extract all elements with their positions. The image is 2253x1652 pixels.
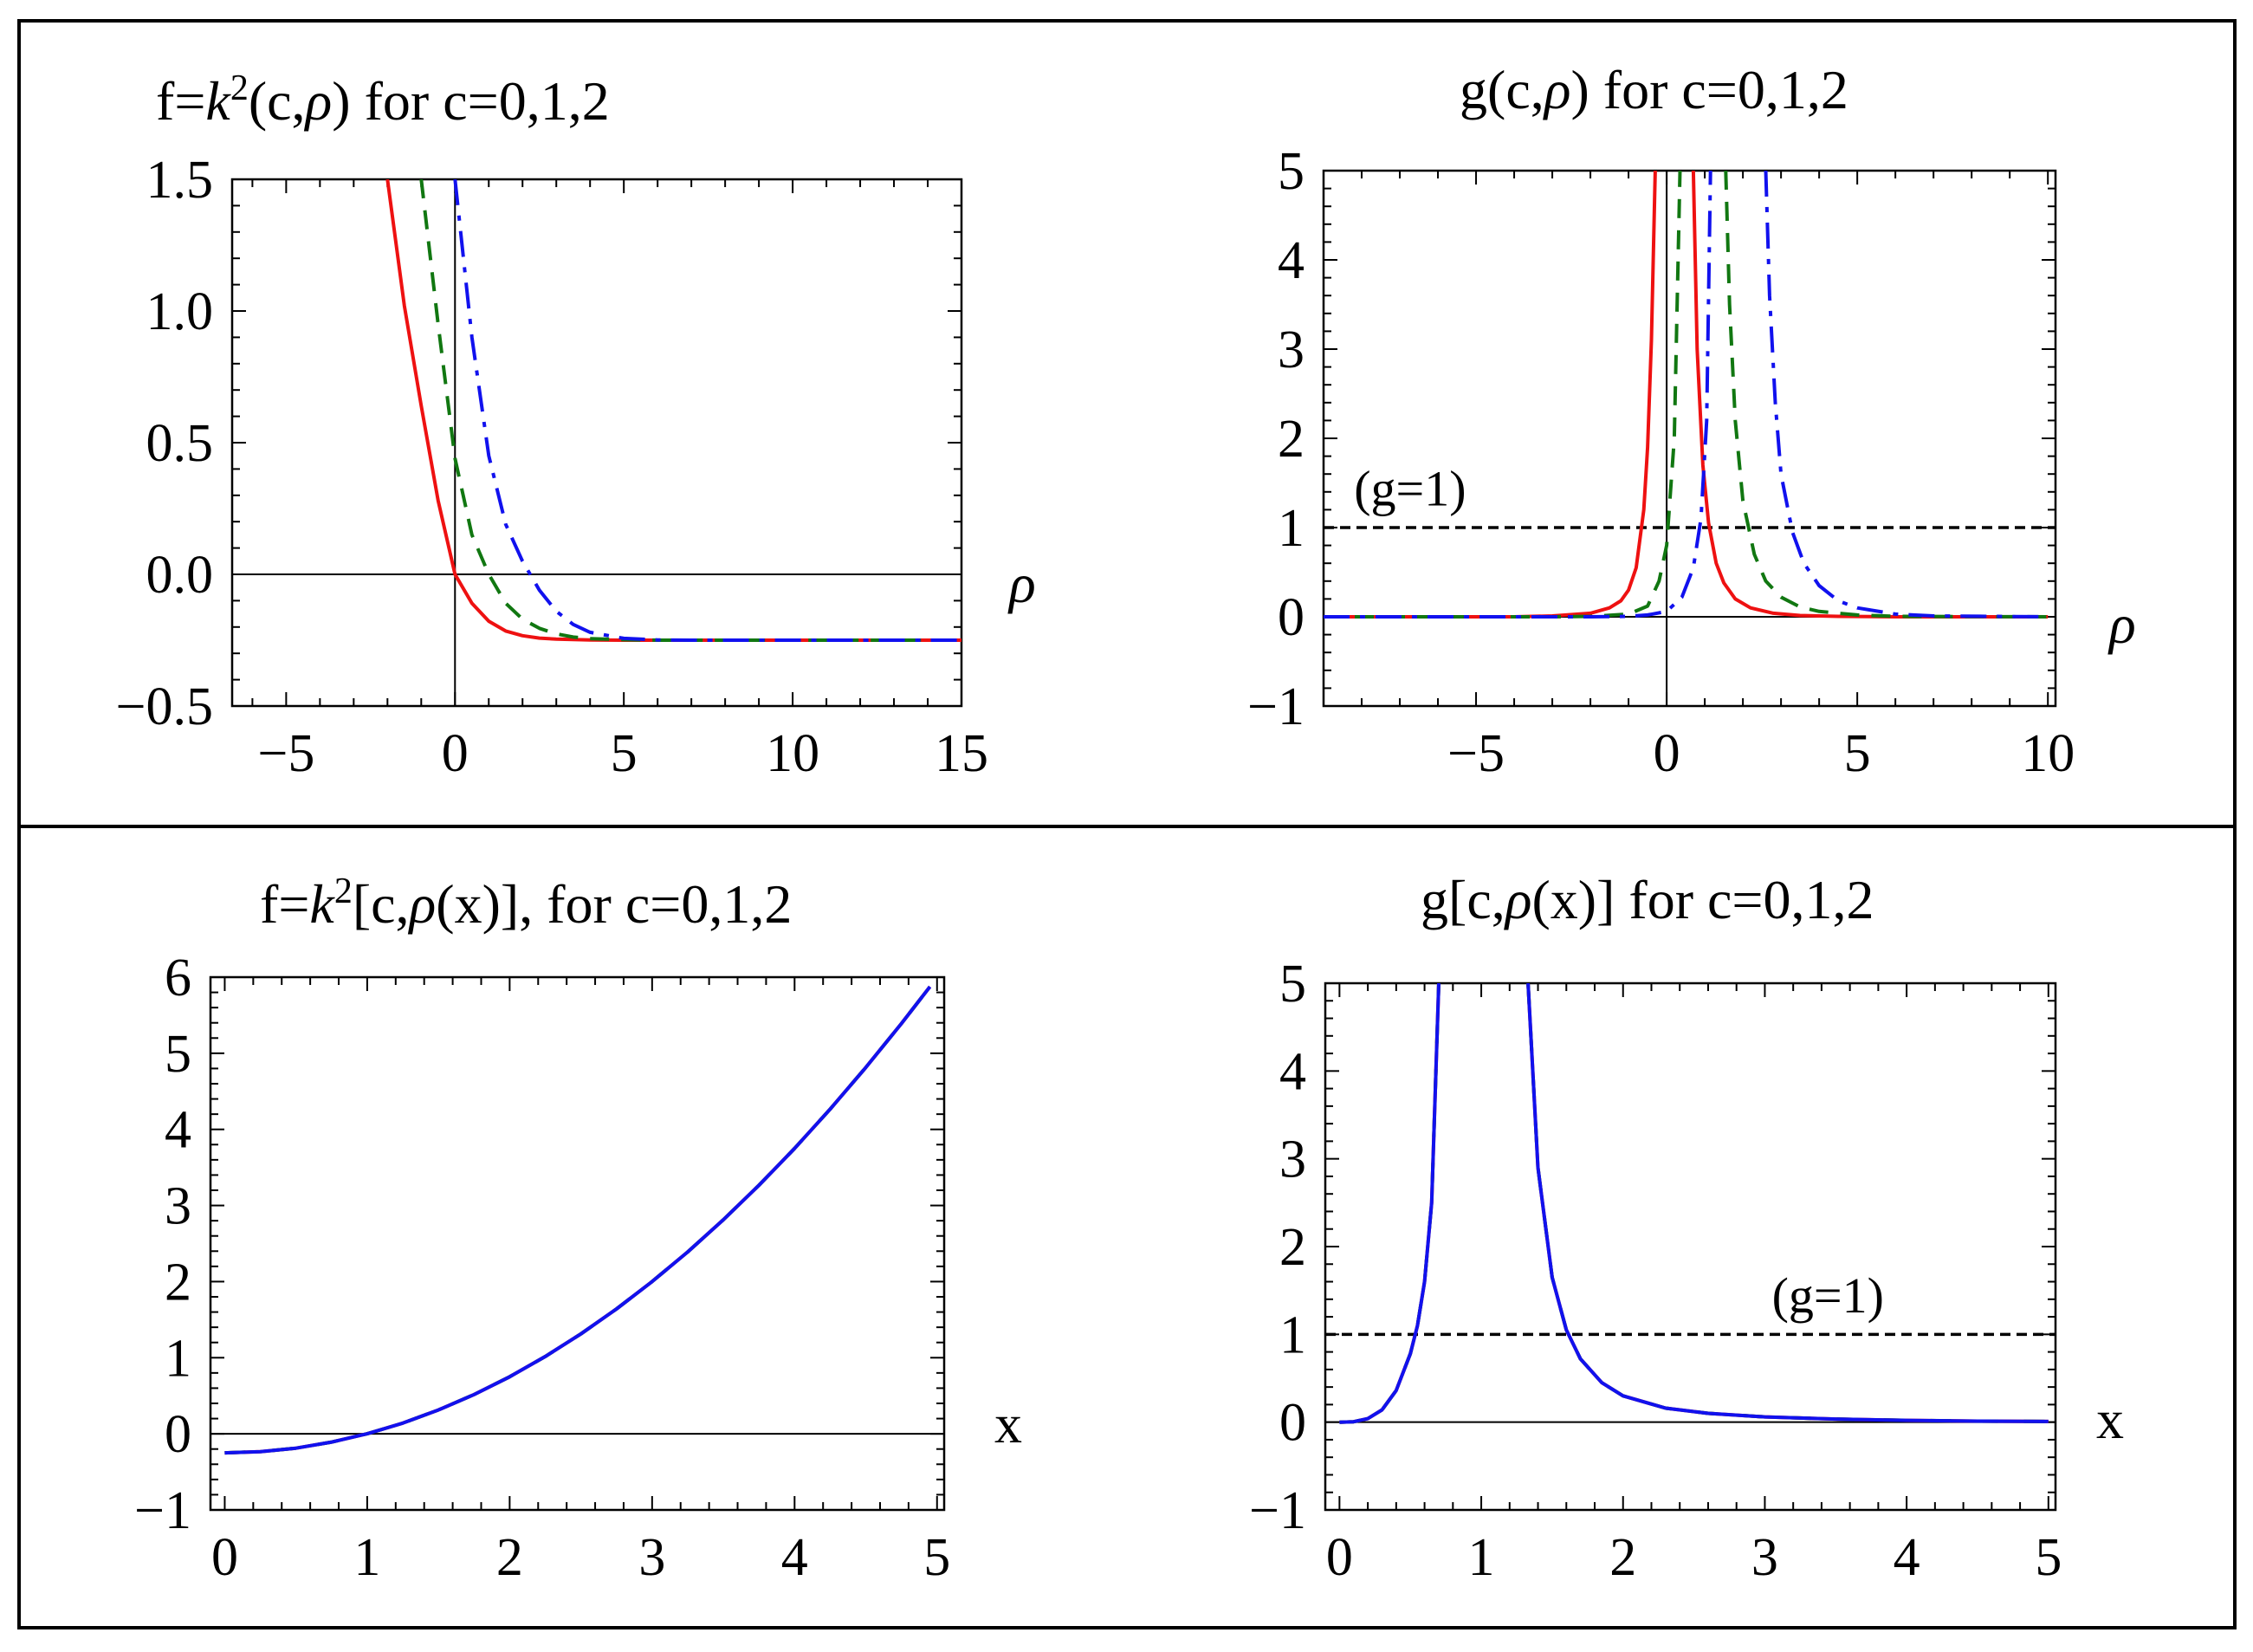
plot-4-y-tick-label: 4	[1279, 1042, 1306, 1101]
plot-1-x-tick-label: 5	[611, 724, 638, 783]
plot-2-y-tick-label: 0	[1278, 588, 1305, 647]
plot-3-frame	[209, 975, 946, 1512]
plot-1-series-c1-line	[419, 179, 961, 642]
plot-1-series	[385, 179, 961, 642]
plot-3-series	[224, 985, 932, 1455]
plot-1-title: f=k2(c,ρ) for c=0,1,2	[156, 68, 610, 132]
plot-4-title: g[c,ρ(x)] for c=0,1,2	[1421, 869, 1874, 930]
plot-2-series-c1-line-2	[1724, 171, 2049, 619]
plot-4-series-c1-line	[1339, 983, 1440, 1424]
plot-2-series-c0-line-2	[1691, 171, 2049, 619]
plot-4-series	[1339, 983, 2049, 1424]
plot-3: f=k2[c,ρ(x)], for c=0,1,2 x 0 1 2 3 4 5 −1 0 1 2 3…	[134, 871, 1022, 1587]
plot-4-x-tick-label: 2	[1609, 1528, 1636, 1587]
plot-3-x-tick-label: 5	[923, 1528, 950, 1587]
plot-2-x-tick-label: −5	[1447, 724, 1505, 783]
plot-2-y-tick-label: 5	[1278, 142, 1305, 201]
plot-2-series-c0-line	[1324, 171, 1657, 619]
plot-2-frame	[1322, 169, 2057, 708]
plot-4-series-c0-line	[1339, 983, 1440, 1424]
plot-4-y-tick-label: 0	[1279, 1394, 1306, 1453]
bottom-panel-frame	[17, 825, 2237, 1629]
plot-3-y-tick-label: 4	[165, 1101, 191, 1160]
plot-2-xlabel: ρ	[2107, 593, 2136, 655]
plot-3-xlabel: x	[994, 1393, 1022, 1454]
plot-4-x-tick-label: 4	[1894, 1528, 1920, 1587]
plot-4-series-c1-line-2	[1526, 983, 2049, 1423]
plot-4-y-tick-label: 2	[1279, 1218, 1306, 1277]
plot-3-ticks	[210, 976, 944, 1511]
plot-2-series-c2-line-2	[1764, 171, 2049, 619]
plot-1-x-tick-label: −5	[257, 724, 314, 783]
plot-2-x-tick-label: 5	[1844, 724, 1871, 783]
plot-3-y-tick-label: −1	[134, 1481, 191, 1540]
plot-1-y-tick-label: 0.0	[146, 546, 214, 605]
plot-3-x-tick-label: 0	[211, 1528, 238, 1587]
plot-2-y-tick-label: 2	[1278, 410, 1305, 469]
plot-1-ticks	[232, 178, 962, 707]
plot-1-x-tick-label: 15	[935, 724, 988, 783]
plot-4-x-tick-label: 1	[1468, 1528, 1495, 1587]
plot-1-series-c2-line	[453, 179, 961, 642]
plot-3-y-tick-label: 0	[165, 1405, 191, 1464]
plot-2-x-tick-label: 0	[1654, 724, 1680, 783]
plot-2-x-tick-label: 10	[2021, 724, 2075, 783]
plot-3-y-tick-label: 3	[165, 1177, 191, 1236]
plot-4-series-c2-line	[1339, 983, 1440, 1424]
plot-4-y-tick-label: 3	[1279, 1130, 1306, 1189]
plot-2-y-tick-label: 3	[1278, 321, 1305, 379]
plot-1-xlabel: ρ	[1007, 553, 1036, 614]
plot-3-y-tick-label: 1	[165, 1329, 191, 1388]
plot-4-series-c2-line-2	[1526, 983, 2049, 1423]
plot-2-y-tick-label: 1	[1278, 499, 1305, 558]
plot-1-y-tick-label: 1.0	[146, 282, 214, 341]
plot-4-series-c0-line-2	[1526, 983, 2049, 1423]
plot-3-x-tick-label: 2	[496, 1528, 523, 1587]
plot-3-series-c0-line	[224, 985, 932, 1455]
plot-2-title: g(c,ρ) for c=0,1,2	[1460, 59, 1848, 120]
plot-3-series-c2-line	[224, 985, 932, 1455]
plot-1-y-tick-label: 0.5	[146, 414, 214, 473]
plot-1-y-tick-label: −0.5	[116, 677, 213, 736]
plot-3-x-tick-label: 4	[781, 1528, 808, 1587]
plot-2-y-tick-label: 4	[1278, 231, 1305, 290]
plot-3-x-tick-label: 3	[638, 1528, 665, 1587]
plot-4-xlabel: x	[2096, 1389, 2124, 1450]
plot-4-x-tick-label: 5	[2035, 1528, 2062, 1587]
plot-1: f=k2(c,ρ) for c=0,1,2 ρ −5 0 5 10 15 −0.5 0.0 0…	[116, 68, 1036, 783]
plot-2-series-c1-line	[1324, 171, 1682, 619]
plot-3-x-tick-label: 1	[353, 1528, 380, 1587]
plot-3-series-c1-line	[224, 985, 932, 1455]
plot-1-x-tick-label: 10	[766, 724, 819, 783]
plot-2-series	[1324, 171, 2049, 619]
plot-4-x-tick-label: 0	[1326, 1528, 1353, 1587]
plot-1-x-tick-label: 0	[442, 724, 469, 783]
plot-3-y-tick-label: 5	[165, 1025, 191, 1084]
plot-1-y-tick-label: 1.5	[146, 151, 214, 210]
plot-2-ticks	[1323, 170, 2056, 707]
plot-4-y-tick-label: 5	[1279, 955, 1306, 1014]
plot-3-y-tick-label: 2	[165, 1253, 191, 1312]
plot-3-y-tick-label: 6	[165, 949, 191, 1007]
plot-1-frame	[230, 178, 963, 708]
plot-1-series-c0-line	[385, 179, 961, 642]
plot-4-y-tick-label: −1	[1249, 1481, 1306, 1540]
plot-2-reference-label: (g=1)	[1354, 460, 1466, 516]
plot-4-x-tick-label: 3	[1751, 1528, 1778, 1587]
plot-2: g(c,ρ) for c=0,1,2 ρ −5 0 5 10 −1 0 1 2 3 4 5 (g=1)	[1247, 59, 2136, 783]
plot-4-reference-label: (g=1)	[1772, 1267, 1884, 1324]
plot-4: g[c,ρ(x)] for c=0,1,2 x 0 1 2 3 4 5 −1 0 1 2 3 4 5 (g…	[1249, 869, 2124, 1587]
plot-3-title: f=k2[c,ρ(x)], for c=0,1,2	[260, 871, 792, 935]
plot-4-y-tick-label: 1	[1279, 1305, 1306, 1364]
plot-2-y-tick-label: −1	[1247, 677, 1305, 736]
